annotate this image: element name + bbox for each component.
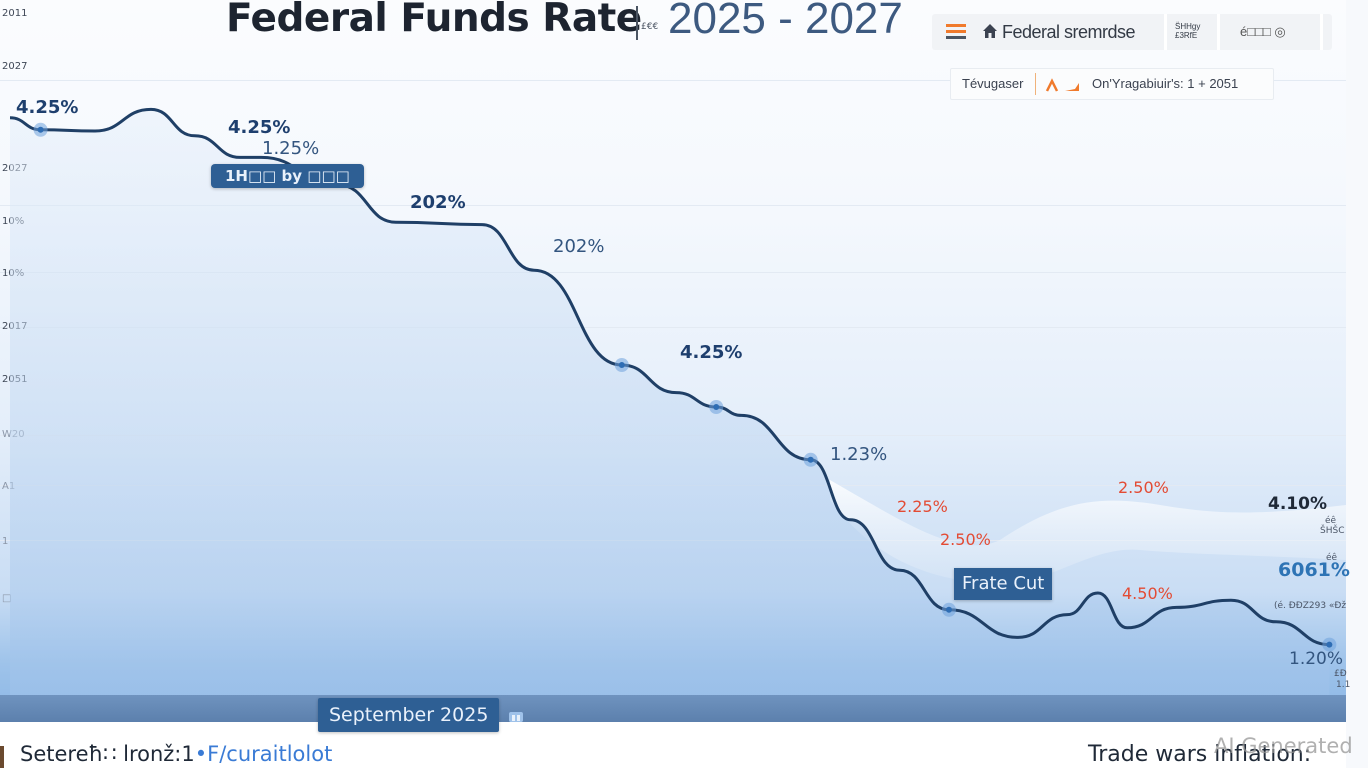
- chart-legend: Tévugaser On'Yragabiuir's: 1 + 2051: [950, 68, 1274, 100]
- ai-generated-watermark: AI Generated: [1214, 734, 1353, 758]
- data-label: 2.50%: [1118, 478, 1169, 497]
- footer-caption-link[interactable]: •F/curaitlolot: [194, 742, 333, 766]
- annotation-small-label: éê: [1325, 516, 1337, 526]
- data-label: 4.25%: [680, 342, 743, 363]
- annotation-small-label: (é. ĐĐZ293 «Đž: [1274, 601, 1347, 611]
- data-point-marker: [713, 404, 720, 410]
- rate-cut-tag[interactable]: Frate Cut: [954, 568, 1053, 600]
- gridline: [0, 205, 1346, 206]
- toolbar-divider: [1320, 14, 1323, 50]
- data-label: 1.20%: [1289, 649, 1344, 669]
- annotation-tag[interactable]: 1H□□ by □□□: [211, 164, 364, 188]
- annotation-small-label: ŠHŠC: [1320, 526, 1345, 536]
- annotation-small-label: 1.1: [1336, 680, 1351, 690]
- toolbar-divider: [1164, 14, 1167, 50]
- y-tick-label: 1: [2, 536, 9, 547]
- y-tick-label: □: [2, 593, 12, 604]
- line-area-fill: [10, 109, 1330, 695]
- annotation-small-label: éê: [1326, 553, 1338, 563]
- toolbar-tool-button[interactable]: é□□□ ◎: [1240, 24, 1286, 39]
- legend-series-label: On'Yragabiuir's: 1 + 2051: [1092, 76, 1239, 91]
- y-tick-label: 2011: [2, 8, 28, 19]
- chart-toolbar: Federal sremrdse S̈HHgy £3RfE é□□□ ◎: [932, 14, 1332, 50]
- data-label: 2.50%: [940, 530, 991, 549]
- data-label: 4.10%: [1268, 494, 1327, 514]
- data-point-marker: [1326, 641, 1333, 648]
- right-edge-panel: [1346, 0, 1368, 768]
- data-label: 6061%: [1278, 559, 1350, 581]
- data-label: 1.25%: [262, 138, 320, 159]
- annotation-small-label: £Đ: [1334, 669, 1347, 679]
- chart-title: Federal Funds Rate: [226, 0, 642, 41]
- x-axis-band: [0, 695, 1346, 722]
- footer-caption-text: Setereħ∷ lronž:1: [20, 742, 195, 766]
- y-tick-label: 2027: [2, 61, 28, 72]
- gridline: [0, 272, 1346, 273]
- september-2025-marker[interactable]: September 2025: [318, 698, 500, 732]
- home-icon[interactable]: [982, 23, 998, 39]
- legend-label: Tévugaser: [962, 76, 1024, 91]
- footer-accent-bar: [0, 746, 4, 768]
- data-point-marker: [945, 606, 952, 613]
- chart-subtitle: 2025 - 2027: [668, 0, 903, 43]
- title-separator: [636, 6, 638, 40]
- gridline: [0, 80, 1346, 81]
- data-point-marker: [807, 456, 814, 463]
- data-label: 4.25%: [16, 97, 79, 118]
- data-label: 4.50%: [1122, 584, 1173, 603]
- data-point-marker: [37, 126, 44, 133]
- toolbar-label[interactable]: Federal sremrdse: [1002, 22, 1136, 42]
- data-label: 4.25%: [228, 117, 291, 138]
- data-label: 1.23%: [830, 444, 888, 465]
- calendar-icon[interactable]: [507, 708, 525, 722]
- data-label: 2.25%: [897, 497, 948, 516]
- toolbar-small-label[interactable]: S̈HHgy £3RfE: [1175, 22, 1201, 40]
- y-tick-label: A1: [2, 481, 16, 492]
- footer-caption: Setereħ∷ lronž:1•F/curaitlolot: [20, 742, 332, 766]
- legend-divider: [1035, 73, 1036, 95]
- data-label: 202%: [553, 236, 605, 257]
- trend-line-icon: [1045, 77, 1085, 93]
- footer-headline: Trade wars inflation:: [1088, 742, 1312, 767]
- title-separator-glyph: £€€: [641, 22, 659, 32]
- toolbar-divider: [1217, 14, 1220, 50]
- hamburger-icon[interactable]: [946, 24, 966, 40]
- forecast-range-band: [830, 480, 1346, 585]
- data-label: 202%: [410, 192, 466, 213]
- gridline: [0, 327, 1346, 328]
- data-point-marker: [618, 362, 625, 368]
